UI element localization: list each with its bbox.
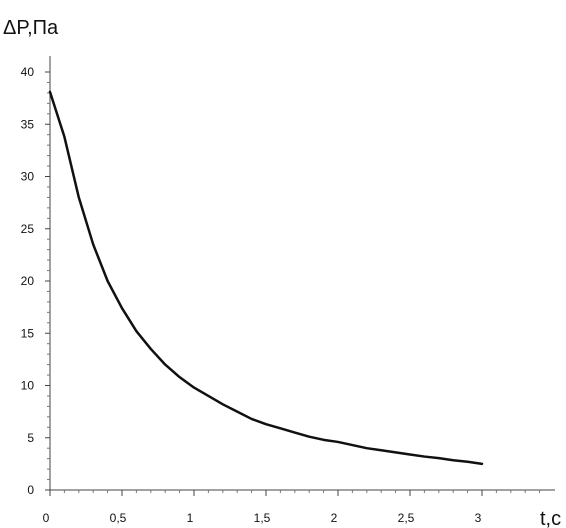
series-layer — [48, 90, 484, 466]
y-tick-label: 35 — [21, 117, 35, 131]
y-tick-label: 30 — [21, 170, 35, 184]
y-tick-label: 20 — [21, 274, 35, 288]
axes-layer — [49, 56, 555, 491]
y-tick-label: 25 — [21, 222, 35, 236]
series-line — [48, 90, 484, 466]
x-tick-label: 1,5 — [254, 511, 271, 525]
y-tick-label: 40 — [21, 65, 35, 79]
x-tick-label: 3 — [475, 511, 482, 525]
x-tick-label: 0 — [43, 511, 50, 525]
y-tick-label: 15 — [21, 326, 35, 340]
y-tick-label: 10 — [21, 379, 35, 393]
y-tick-label: 0 — [27, 483, 34, 497]
x-tick-label: 2 — [331, 511, 338, 525]
x-tick-label: 1 — [187, 511, 194, 525]
y-axis-title: ΔP,Па — [3, 17, 59, 39]
x-tick-label: 2,5 — [398, 511, 415, 525]
tick-labels-layer: 0 5 10 15 20 25 30 35 40 0 0,5 1 1,5 2 2,5 3 — [21, 65, 482, 525]
ticks-layer — [45, 71, 541, 496]
x-axis-title: t,c — [540, 508, 561, 528]
y-tick-label: 5 — [27, 431, 34, 445]
x-tick-label: 0,5 — [110, 511, 127, 525]
